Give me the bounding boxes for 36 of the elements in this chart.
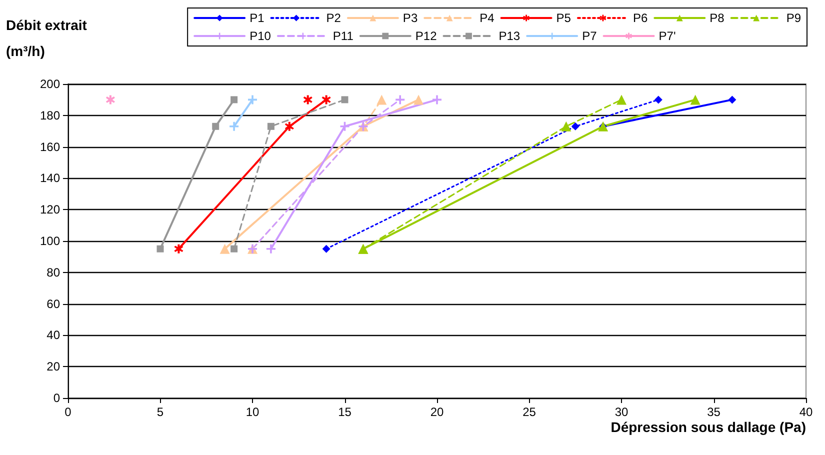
legend-label: P8 bbox=[710, 11, 725, 25]
y-tick-label: 80 bbox=[46, 265, 60, 280]
y-axis-title: Débit extrait (m³/h) bbox=[6, 17, 88, 59]
y-tick-label: 140 bbox=[40, 171, 60, 186]
legend-label: P4 bbox=[480, 11, 495, 25]
y-tick-label: 60 bbox=[46, 296, 60, 311]
legend-label: P10 bbox=[250, 29, 272, 43]
x-tick-label: 25 bbox=[522, 405, 536, 419]
x-tick-label: 20 bbox=[430, 405, 444, 419]
y-tick-label: 120 bbox=[40, 202, 60, 217]
y-tick-label: 160 bbox=[40, 140, 60, 154]
legend-label: P2 bbox=[326, 11, 342, 25]
legend-label: P7' bbox=[658, 29, 676, 43]
legend-label: P11 bbox=[332, 29, 354, 43]
legend-label: P12 bbox=[415, 29, 438, 43]
legend-label: P5 bbox=[556, 11, 572, 25]
x-tick-label: 15 bbox=[338, 405, 352, 419]
legend-label: P9 bbox=[786, 11, 802, 25]
x-tick-label: 10 bbox=[246, 405, 260, 419]
x-tick-label: 35 bbox=[707, 405, 721, 419]
legend-label: P3 bbox=[402, 11, 418, 25]
y-tick-label: 0 bbox=[53, 391, 60, 405]
legend-label: P13 bbox=[498, 29, 520, 43]
y-tick-label: 180 bbox=[40, 108, 60, 122]
y-tick-label: 20 bbox=[46, 360, 60, 374]
x-tick-label: 0 bbox=[64, 405, 72, 419]
legend-label: P7 bbox=[582, 29, 598, 43]
y-tick-label: 200 bbox=[40, 77, 60, 91]
x-tick-label: 5 bbox=[156, 405, 164, 419]
x-axis-title: Dépression sous dallage (Pa) bbox=[610, 419, 806, 435]
x-tick-label: 30 bbox=[614, 405, 628, 419]
y-tick-label: 40 bbox=[46, 328, 60, 342]
legend-label: P6 bbox=[632, 11, 648, 25]
x-tick-label: 40 bbox=[799, 405, 813, 419]
legend-label: P1 bbox=[250, 11, 265, 25]
y-tick-label: 100 bbox=[40, 234, 60, 248]
